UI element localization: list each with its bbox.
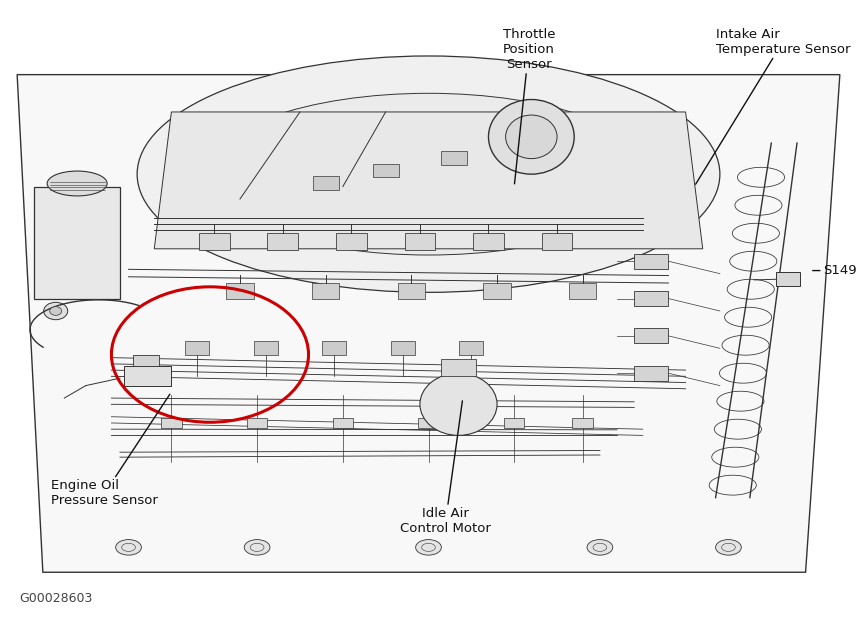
Polygon shape [17, 75, 840, 572]
Bar [322, 341, 346, 355]
Text: Throttle
Position
Sensor: Throttle Position Sensor [502, 28, 555, 184]
Bar [459, 341, 483, 355]
Ellipse shape [488, 100, 574, 174]
Bar [267, 233, 298, 250]
Ellipse shape [206, 93, 651, 255]
Ellipse shape [47, 171, 107, 196]
Bar [226, 283, 254, 299]
Bar [405, 233, 435, 250]
Bar [569, 283, 596, 299]
Bar [313, 176, 339, 190]
Ellipse shape [137, 56, 720, 292]
Ellipse shape [420, 373, 497, 435]
Bar [199, 233, 230, 250]
Ellipse shape [116, 539, 141, 555]
Bar [441, 151, 467, 165]
Bar [483, 283, 511, 299]
Ellipse shape [416, 539, 441, 555]
Bar [247, 418, 267, 428]
Ellipse shape [44, 302, 68, 320]
Text: Intake Air
Temperature Sensor: Intake Air Temperature Sensor [696, 28, 850, 184]
Bar [161, 418, 182, 428]
Ellipse shape [587, 539, 613, 555]
Bar [391, 341, 415, 355]
Text: Idle Air
Control Motor: Idle Air Control Motor [400, 401, 491, 535]
Bar [634, 254, 668, 269]
Bar [185, 341, 209, 355]
Bar [373, 164, 399, 177]
Text: G00028603: G00028603 [19, 592, 93, 605]
Polygon shape [154, 112, 703, 249]
Bar [634, 328, 668, 343]
Bar [572, 418, 593, 428]
Bar [634, 366, 668, 381]
Bar [398, 283, 425, 299]
Bar [634, 291, 668, 306]
Bar [312, 283, 339, 299]
Bar [124, 366, 171, 386]
Ellipse shape [244, 539, 270, 555]
Bar [333, 418, 353, 428]
Text: Engine Oil
Pressure Sensor: Engine Oil Pressure Sensor [51, 394, 170, 507]
Bar [441, 359, 476, 376]
Bar [418, 418, 439, 428]
Bar [254, 341, 278, 355]
Ellipse shape [716, 539, 741, 555]
Bar [133, 355, 159, 366]
Bar [34, 187, 120, 299]
Text: S149: S149 [812, 264, 856, 277]
Bar [336, 233, 367, 250]
Bar [542, 233, 572, 250]
Ellipse shape [50, 307, 62, 315]
Ellipse shape [506, 115, 557, 159]
Bar [504, 418, 524, 428]
Bar [776, 272, 800, 286]
Bar [473, 233, 504, 250]
